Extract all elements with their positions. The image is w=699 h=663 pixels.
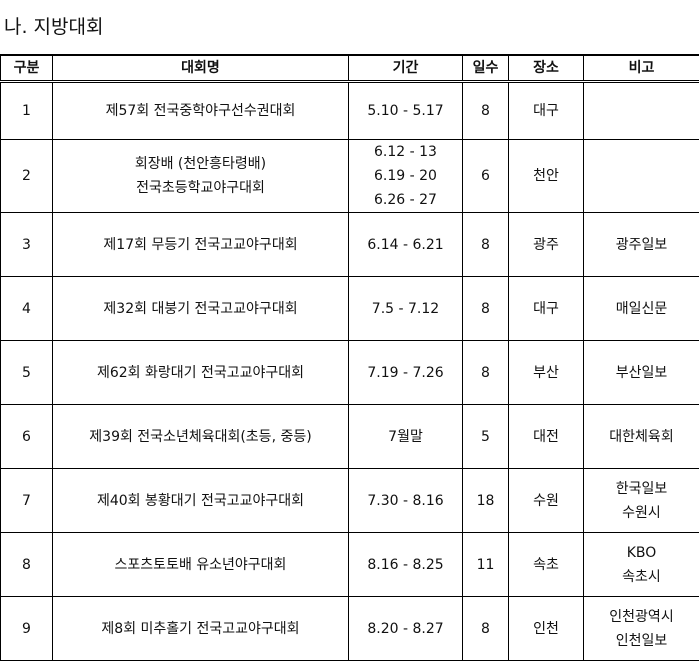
table-cell: 4 xyxy=(0,276,53,341)
table-row: 3 제17회 무등기 전국고교야구대회 6.14 - 6.21 8 광주 광주일보 xyxy=(0,212,699,277)
table-cell: 8.20 - 8.27 xyxy=(348,596,463,661)
table-cell: 5 xyxy=(0,340,53,405)
table-cell: 6 xyxy=(462,139,509,213)
table-cell: 8 xyxy=(462,340,509,405)
column-header: 기간 xyxy=(348,54,463,83)
table-row: 9 제8회 미추홀기 전국고교야구대회 8.20 - 8.27 8 인천 인천광역시 인천일… xyxy=(0,596,699,661)
table-cell: 1 xyxy=(0,81,53,140)
table-cell: 5 xyxy=(462,404,509,469)
table-cell: 8 xyxy=(462,596,509,661)
table-cell: 제62회 화랑대기 전국고교야구대회 xyxy=(52,340,349,405)
table-cell: 7 xyxy=(0,468,53,533)
column-header: 대회명 xyxy=(52,54,349,83)
table-cell: 스포츠토토배 유소년야구대회 xyxy=(52,532,349,597)
table-cell: 제8회 미추홀기 전국고교야구대회 xyxy=(52,596,349,661)
table-cell: KBO 속초시 xyxy=(583,532,699,597)
table-cell: 광주일보 xyxy=(583,212,699,277)
cell-line: 6.12 - 13 xyxy=(374,144,437,160)
tournament-table: 구분 대회명 기간 일수 장소 비고 1 제57회 전국중학야구선수권대회 5.10 - 5.… xyxy=(0,54,699,661)
header-row: 구분 대회명 기간 일수 장소 비고 xyxy=(0,54,699,83)
cell-line: 6.19 - 20 xyxy=(374,168,437,184)
table-cell: 7.30 - 8.16 xyxy=(348,468,463,533)
table-row: 4 제32회 대붕기 전국고교야구대회 7.5 - 7.12 8 대구 매일신문 xyxy=(0,276,699,341)
table-cell: 3 xyxy=(0,212,53,277)
table-cell: 제39회 전국소년체육대회(초등, 중등) xyxy=(52,404,349,469)
table-cell: 천안 xyxy=(508,139,584,213)
table-cell: 8 xyxy=(462,81,509,140)
table-cell: 매일신문 xyxy=(583,276,699,341)
table-cell: 7.19 - 7.26 xyxy=(348,340,463,405)
table-cell: 9 xyxy=(0,596,53,661)
table-cell: 대구 xyxy=(508,276,584,341)
table-body: 1 제57회 전국중학야구선수권대회 5.10 - 5.17 8 대구 2 회장배 (천안흥… xyxy=(0,81,699,661)
table-cell: 7월말 xyxy=(348,404,463,469)
cell-line: KBO xyxy=(626,544,657,561)
column-header: 장소 xyxy=(508,54,584,83)
cell-line: 속초시 xyxy=(622,568,661,585)
table-row: 8 스포츠토토배 유소년야구대회 8.16 - 8.25 11 속초 KBO 속초시 xyxy=(0,532,699,597)
table-row: 2 회장배 (천안흥타령배) 전국초등학교야구대회 6.12 - 13 6.19 - 2… xyxy=(0,139,699,213)
table-cell: 대한체육회 xyxy=(583,404,699,469)
table-cell: 대구 xyxy=(508,81,584,140)
column-header: 일수 xyxy=(462,54,509,83)
table-row: 6 제39회 전국소년체육대회(초등, 중등) 7월말 5 대전 대한체육회 xyxy=(0,404,699,469)
table-cell: 8 xyxy=(0,532,53,597)
table-cell: 광주 xyxy=(508,212,584,277)
cell-line: 한국일보 xyxy=(615,480,668,497)
table-cell: 제40회 봉황대기 전국고교야구대회 xyxy=(52,468,349,533)
cell-line: 전국초등학교야구대회 xyxy=(136,180,265,196)
table-cell: 부산 xyxy=(508,340,584,405)
table-cell: 회장배 (천안흥타령배) 전국초등학교야구대회 xyxy=(52,139,349,213)
table-cell: 8 xyxy=(462,276,509,341)
table-cell: 인천 xyxy=(508,596,584,661)
table-cell: 11 xyxy=(462,532,509,597)
table-cell: 8.16 - 8.25 xyxy=(348,532,463,597)
table-cell: 2 xyxy=(0,139,53,213)
cell-line: 수원시 xyxy=(622,504,661,521)
table-cell: 부산일보 xyxy=(583,340,699,405)
table-cell xyxy=(583,139,699,213)
cell-line: 인천광역시 xyxy=(609,608,674,625)
table-cell: 18 xyxy=(462,468,509,533)
table-row: 7 제40회 봉황대기 전국고교야구대회 7.30 - 8.16 18 수원 한국일보 수원… xyxy=(0,468,699,533)
table-cell: 대전 xyxy=(508,404,584,469)
table-cell: 5.10 - 5.17 xyxy=(348,81,463,140)
table-cell xyxy=(583,81,699,140)
column-header: 비고 xyxy=(583,54,699,83)
table-cell: 제57회 전국중학야구선수권대회 xyxy=(52,81,349,140)
table-cell: 6.14 - 6.21 xyxy=(348,212,463,277)
table-cell: 수원 xyxy=(508,468,584,533)
table-row: 1 제57회 전국중학야구선수권대회 5.10 - 5.17 8 대구 xyxy=(0,81,699,140)
cell-line: 6.26 - 27 xyxy=(374,192,437,208)
table-cell: 속초 xyxy=(508,532,584,597)
table-cell: 7.5 - 7.12 xyxy=(348,276,463,341)
table-cell: 제32회 대붕기 전국고교야구대회 xyxy=(52,276,349,341)
column-header: 구분 xyxy=(0,54,53,83)
table-cell: 8 xyxy=(462,212,509,277)
cell-line: 인천일보 xyxy=(615,632,668,649)
table-row: 5 제62회 화랑대기 전국고교야구대회 7.19 - 7.26 8 부산 부산일보 xyxy=(0,340,699,405)
table-cell: 6 xyxy=(0,404,53,469)
table-cell: 6.12 - 13 6.19 - 20 6.26 - 27 xyxy=(348,139,463,213)
cell-line: 회장배 (천안흥타령배) xyxy=(134,156,267,172)
section-title: 나. 지방대회 xyxy=(4,16,104,38)
table-cell: 제17회 무등기 전국고교야구대회 xyxy=(52,212,349,277)
